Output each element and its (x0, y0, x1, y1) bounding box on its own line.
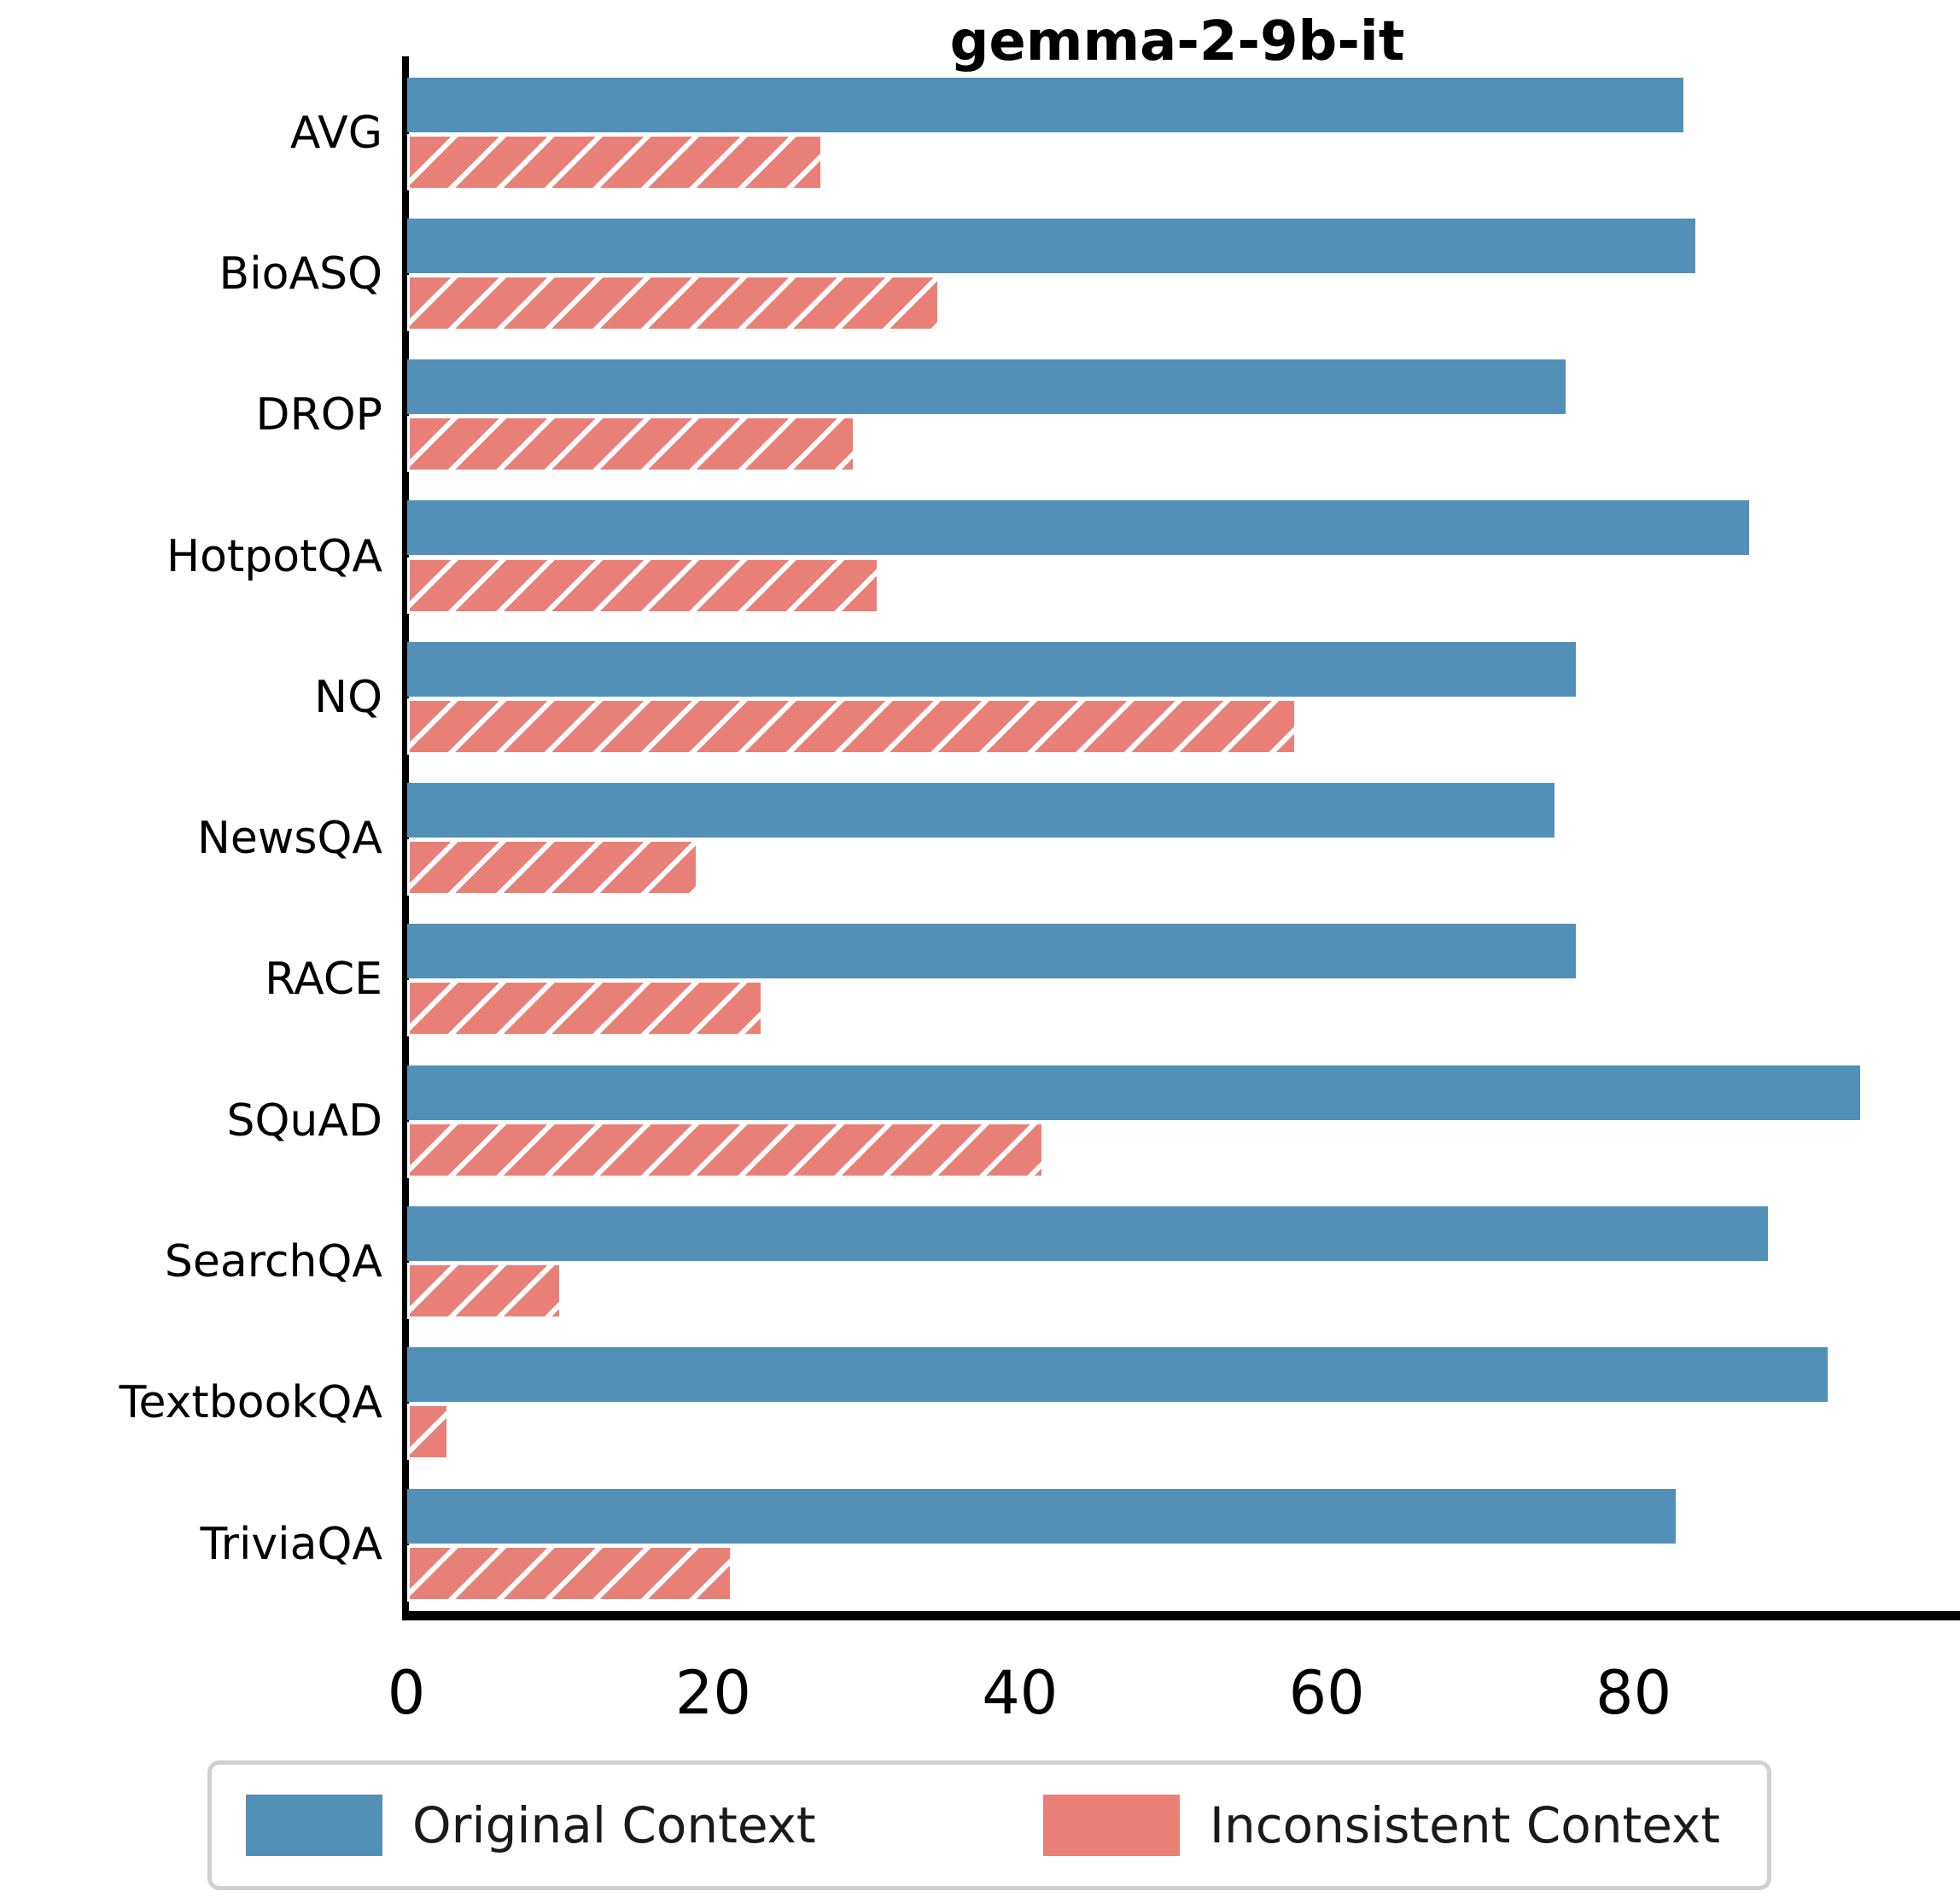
bar-inconsistent-context-AVG (407, 133, 823, 190)
bar-original-context-TextbookQA (407, 1347, 1829, 1403)
x-tick-label-20: 20 (674, 1658, 751, 1728)
y-axis-spine (402, 56, 409, 1620)
bar-inconsistent-context-TextbookQA (407, 1404, 449, 1461)
y-tick-label-BioASQ: BioASQ (219, 248, 382, 300)
chart-title: gemma-2-9b-it (949, 10, 1405, 73)
bar-original-context-BioASQ (407, 218, 1696, 273)
legend-item-inconsistent: Inconsistent Context (1042, 1795, 1720, 1856)
x-tick-label-0: 0 (387, 1658, 426, 1728)
bar-inconsistent-context-SQuAD (407, 1121, 1044, 1178)
legend-label-inconsistent-context: Inconsistent Context (1209, 1796, 1720, 1854)
bar-original-context-TriviaQA (407, 1488, 1677, 1544)
legend-item-original: Original Context (246, 1795, 816, 1856)
bar-original-context-RACE (407, 924, 1577, 979)
y-tick-label-SQuAD: SQuAD (226, 1095, 382, 1147)
y-tick-label-NQ: NQ (314, 671, 382, 723)
bar-inconsistent-context-RACE (407, 980, 763, 1037)
bar-inconsistent-context-BioASQ (407, 274, 940, 331)
bar-original-context-SQuAD (407, 1065, 1860, 1120)
x-tick-label-80: 80 (1595, 1658, 1672, 1728)
bar-original-context-SearchQA (407, 1205, 1768, 1261)
bar-inconsistent-context-NQ (407, 698, 1298, 755)
y-tick-label-NewsQA: NewsQA (196, 813, 382, 865)
y-tick-label-TextbookQA: TextbookQA (119, 1377, 382, 1429)
legend: Original Context Inconsistent Context (207, 1760, 1771, 1890)
x-axis-spine (402, 1611, 1960, 1620)
y-tick-label-SearchQA: SearchQA (164, 1236, 382, 1288)
bar-inconsistent-context-SearchQA (407, 1263, 563, 1320)
bar-inconsistent-context-TriviaQA (407, 1544, 732, 1602)
bar-original-context-NewsQA (407, 783, 1555, 838)
bar-inconsistent-context-DROP (407, 416, 855, 473)
legend-swatch-original-context (246, 1795, 382, 1856)
y-tick-label-DROP: DROP (255, 389, 382, 441)
y-tick-label-HotpotQA: HotpotQA (166, 530, 382, 582)
bar-inconsistent-context-HotpotQA (407, 557, 880, 614)
legend-label-original-context: Original Context (412, 1796, 816, 1854)
bar-inconsistent-context-NewsQA (407, 839, 699, 896)
y-tick-label-RACE: RACE (265, 954, 382, 1006)
x-tick-label-40: 40 (982, 1658, 1059, 1728)
y-tick-label-TriviaQA: TriviaQA (200, 1518, 382, 1570)
legend-swatch-inconsistent-context (1042, 1795, 1180, 1856)
x-tick-label-60: 60 (1288, 1658, 1365, 1728)
y-tick-label-AVG: AVG (289, 107, 382, 159)
bar-original-context-DROP (407, 359, 1566, 415)
bar-original-context-HotpotQA (407, 500, 1750, 556)
bar-original-context-AVG (407, 77, 1684, 132)
bar-original-context-NQ (407, 641, 1577, 697)
